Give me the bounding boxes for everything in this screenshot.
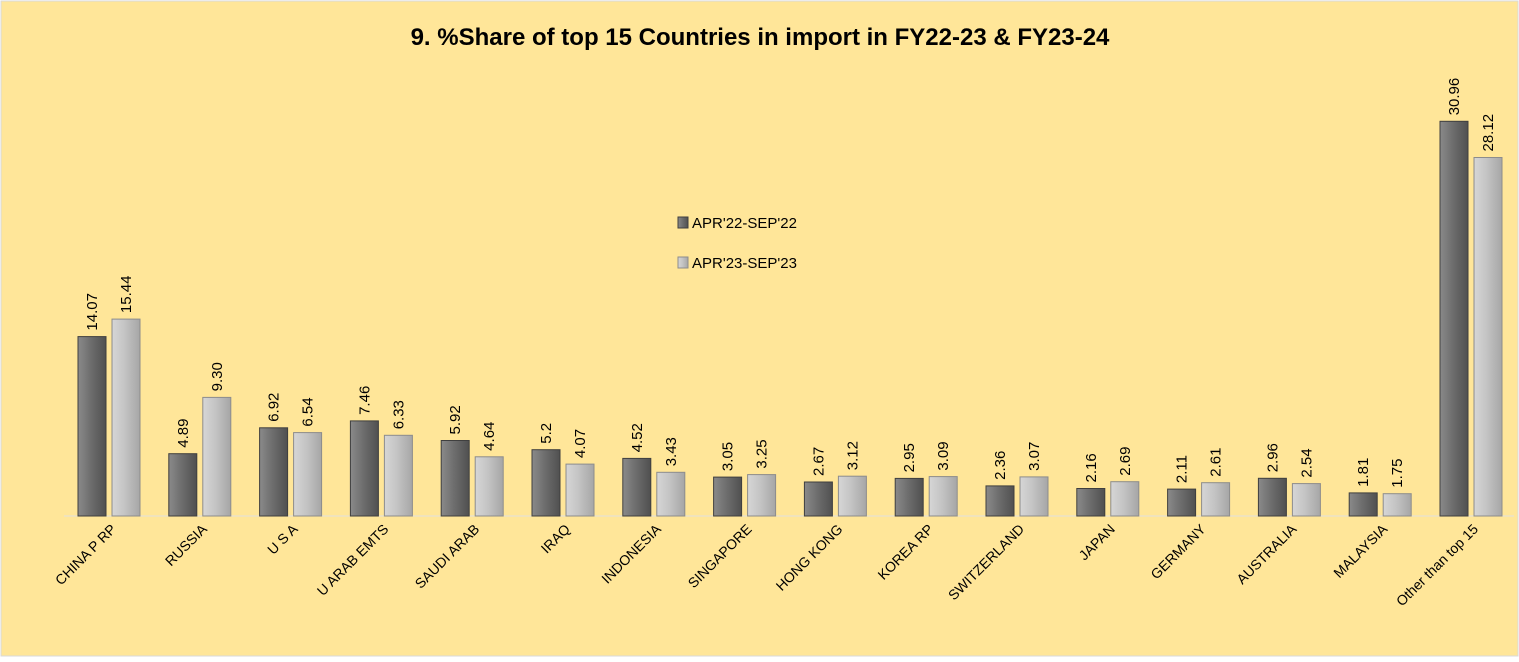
bar-fy23-15 <box>1473 157 1503 517</box>
value-label-fy22-9: 2.95 <box>901 443 918 472</box>
value-label-fy23-6: 3.43 <box>663 437 680 466</box>
legend-label-fy23: APR'23-SEP'23 <box>692 255 797 272</box>
bar-fy23-11 <box>1110 481 1140 517</box>
bar-fy23-4 <box>474 456 504 517</box>
value-label-fy22-7: 3.05 <box>720 442 737 471</box>
value-label-fy23-1: 9.30 <box>209 362 226 391</box>
bar-fy22-5 <box>531 449 561 517</box>
bar-fy22-3 <box>349 420 379 517</box>
bar-fy23-3 <box>383 434 413 517</box>
bar-fy22-13 <box>1257 477 1287 517</box>
bar-fy23-8 <box>837 475 867 517</box>
legend-swatch-fy22 <box>677 216 689 229</box>
bar-fy22-1 <box>168 453 198 517</box>
bar-fy23-12 <box>1201 482 1231 517</box>
value-label-fy22-8: 2.67 <box>810 447 827 476</box>
bars-layer <box>77 120 1503 517</box>
value-label-fy22-3: 7.46 <box>356 386 373 415</box>
value-label-fy22-14: 1.81 <box>1355 458 1372 487</box>
bar-fy23-14 <box>1382 493 1412 517</box>
value-labels-layer: 14.07 15.44 4.89 9.30 6.92 6.54 7.46 6.33 5.92 4.… <box>84 78 1497 488</box>
bar-fy22-7 <box>713 476 743 517</box>
bar-fy22-2 <box>259 427 289 517</box>
bar-fy22-4 <box>440 440 470 517</box>
bar-fy23-2 <box>293 432 323 517</box>
bar-fy23-0 <box>111 318 141 517</box>
bar-fy22-12 <box>1167 488 1197 517</box>
bar-fy23-10 <box>1019 476 1049 517</box>
bar-fy23-13 <box>1291 483 1321 517</box>
legend-swatch-fy23 <box>677 256 689 269</box>
legend-label-fy22: APR'22-SEP'22 <box>692 215 797 232</box>
value-label-fy23-7: 3.25 <box>754 439 771 468</box>
value-label-fy22-1: 4.89 <box>175 418 192 447</box>
legend: APR'22-SEP'22 APR'23-SEP'23 <box>677 215 797 272</box>
value-label-fy22-11: 2.16 <box>1083 453 1100 482</box>
chart-title: 9. %Share of top 15 Countries in import … <box>411 24 1110 51</box>
value-label-fy23-2: 6.54 <box>300 397 317 426</box>
value-label-fy22-5: 5.2 <box>538 423 555 444</box>
value-label-fy22-12: 2.11 <box>1174 455 1191 483</box>
value-label-fy23-15: 28.12 <box>1480 114 1497 152</box>
value-label-fy23-8: 3.12 <box>844 441 861 470</box>
bar-fy23-6 <box>656 471 686 517</box>
value-label-fy23-12: 2.61 <box>1208 447 1225 476</box>
value-label-fy23-0: 15.44 <box>118 276 135 314</box>
value-label-fy22-2: 6.92 <box>266 393 283 422</box>
value-label-fy23-5: 4.07 <box>572 429 589 458</box>
value-label-fy22-4: 5.92 <box>447 405 464 434</box>
value-label-fy23-3: 6.33 <box>390 400 407 429</box>
bar-fy22-15 <box>1439 120 1469 517</box>
bar-fy22-11 <box>1076 488 1106 517</box>
value-label-fy23-13: 2.54 <box>1298 448 1315 477</box>
bar-fy22-0 <box>77 336 107 517</box>
bar-fy22-8 <box>803 481 833 517</box>
bar-fy22-10 <box>985 485 1015 517</box>
bar-fy23-1 <box>202 396 232 517</box>
value-label-fy23-11: 2.69 <box>1117 446 1134 475</box>
value-label-fy23-10: 3.07 <box>1026 442 1043 471</box>
value-label-fy23-4: 4.64 <box>481 422 498 451</box>
value-label-fy22-13: 2.96 <box>1264 443 1281 472</box>
bar-fy22-6 <box>622 457 652 517</box>
value-label-fy23-14: 1.75 <box>1389 458 1406 487</box>
value-label-fy22-6: 4.52 <box>629 423 646 452</box>
value-label-fy22-10: 2.36 <box>992 451 1009 480</box>
bar-fy23-5 <box>565 463 595 517</box>
value-label-fy22-15: 30.96 <box>1446 78 1463 116</box>
value-label-fy22-0: 14.07 <box>84 293 101 331</box>
bar-fy22-14 <box>1348 492 1378 517</box>
bar-fy23-7 <box>747 474 777 517</box>
bar-fy23-9 <box>928 476 958 517</box>
value-label-fy23-9: 3.09 <box>935 441 952 470</box>
bar-fy22-9 <box>894 477 924 517</box>
